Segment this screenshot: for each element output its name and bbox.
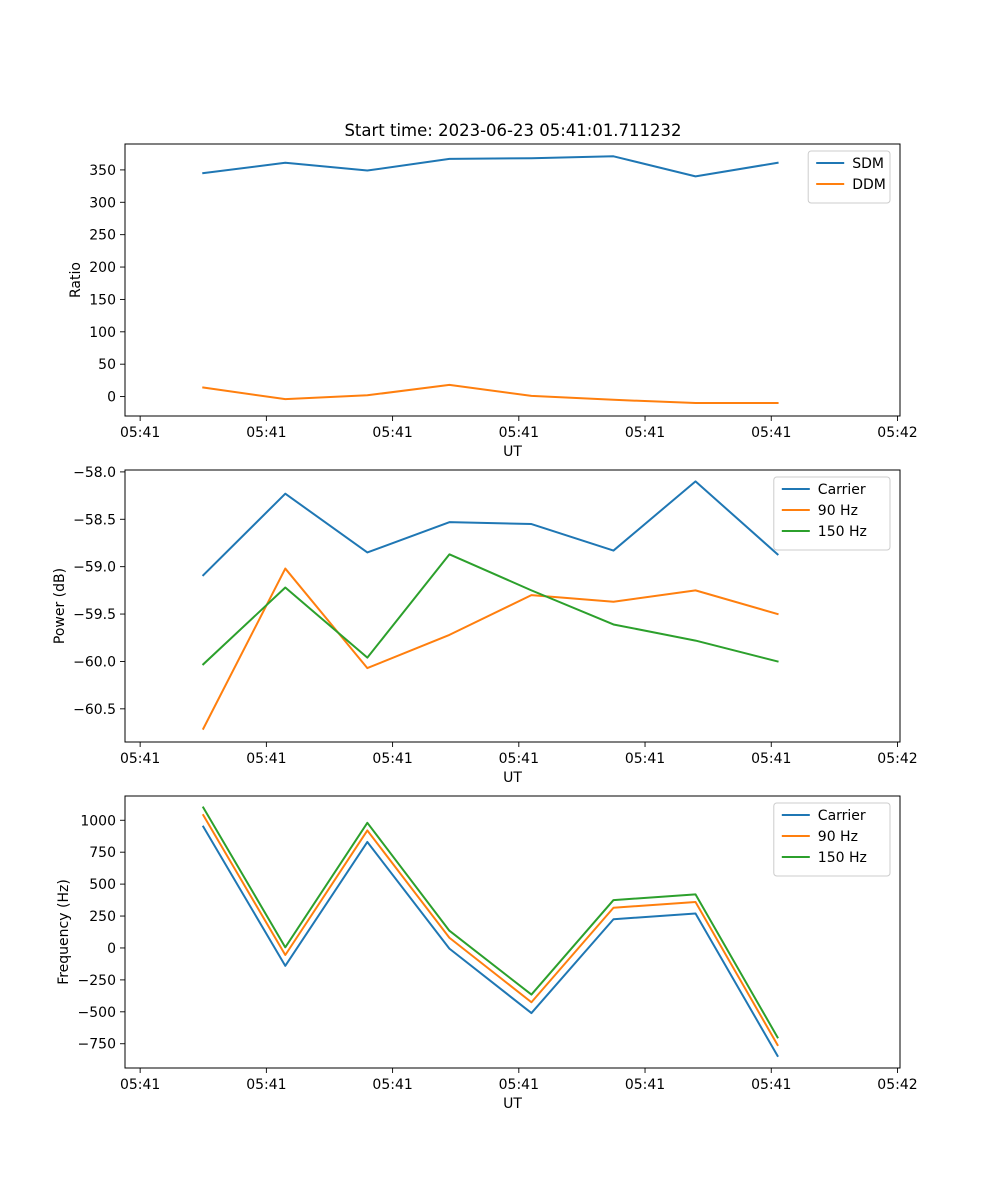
y-tick-label: 100 bbox=[89, 325, 116, 341]
y-tick-label: 0 bbox=[107, 941, 116, 957]
series-line-carrier bbox=[201, 825, 779, 1058]
y-tick-label: 250 bbox=[89, 909, 116, 925]
x-tick-label: 05:41 bbox=[751, 1077, 791, 1093]
x-tick-label: 05:41 bbox=[625, 425, 665, 441]
series-line-ddm bbox=[202, 383, 779, 405]
legend-label-150-hz: 150 Hz bbox=[818, 524, 867, 540]
legend-label-150-hz: 150 Hz bbox=[818, 850, 867, 866]
x-tick-label: 05:41 bbox=[625, 1077, 665, 1093]
y-tick-label: −250 bbox=[78, 973, 116, 989]
axes-frame bbox=[124, 143, 901, 417]
legend-label-sdm: SDM bbox=[852, 156, 884, 172]
x-tick-label: 05:41 bbox=[751, 751, 791, 767]
y-tick-label: 50 bbox=[98, 357, 116, 373]
y-tick-label: −59.0 bbox=[73, 560, 116, 576]
x-tick-label: 05:41 bbox=[499, 425, 539, 441]
y-tick-label: −58.5 bbox=[73, 512, 116, 528]
series-line-90-hz bbox=[201, 567, 779, 731]
chart-title: Start time: 2023-06-23 05:41:01.711232 bbox=[344, 121, 681, 140]
legend-label-carrier: Carrier bbox=[818, 808, 866, 824]
x-tick-label: 05:41 bbox=[120, 751, 160, 767]
legend-label-carrier: Carrier bbox=[818, 482, 866, 498]
y-tick-label: 250 bbox=[89, 228, 116, 244]
y-tick-label: 200 bbox=[89, 260, 116, 276]
x-tick-label: 05:41 bbox=[751, 425, 791, 441]
legend: Carrier 90 Hz 150 Hz bbox=[773, 476, 891, 551]
x-tick-label: 05:42 bbox=[877, 425, 917, 441]
y-tick-label: 1000 bbox=[80, 813, 116, 829]
y-tick-label: 150 bbox=[89, 292, 116, 308]
power-panel: 05:41 05:41 05:41 05:41 05:41 05:41 05:42 −60.5… bbox=[52, 465, 918, 786]
legend-label-ddm: DDM bbox=[852, 177, 886, 193]
x-tick-label: 05:41 bbox=[499, 1077, 539, 1093]
x-tick-label: 05:41 bbox=[120, 1077, 160, 1093]
x-tick-label: 05:41 bbox=[625, 751, 665, 767]
y-tick-label: 350 bbox=[89, 163, 116, 179]
x-tick-label: 05:41 bbox=[372, 1077, 412, 1093]
y-tick-label: 500 bbox=[89, 877, 116, 893]
x-axis-label: UT bbox=[503, 1096, 522, 1112]
y-tick-label: −750 bbox=[78, 1037, 116, 1053]
x-tick-label: 05:42 bbox=[877, 1077, 917, 1093]
series-line-150-hz bbox=[201, 553, 779, 666]
x-axis-label: UT bbox=[503, 770, 522, 786]
legend: SDM DDM bbox=[807, 150, 891, 204]
x-tick-label: 05:41 bbox=[499, 751, 539, 767]
x-tick-label: 05:41 bbox=[246, 1077, 286, 1093]
x-tick-label: 05:41 bbox=[246, 425, 286, 441]
x-tick-label: 05:41 bbox=[372, 751, 412, 767]
series-line-carrier bbox=[201, 480, 779, 577]
x-tick-label: 05:41 bbox=[120, 425, 160, 441]
x-tick-label: 05:41 bbox=[246, 751, 286, 767]
legend-label-90-hz: 90 Hz bbox=[818, 503, 858, 519]
y-tick-label: 750 bbox=[89, 845, 116, 861]
x-tick-label: 05:42 bbox=[877, 751, 917, 767]
y-tick-label: 300 bbox=[89, 195, 116, 211]
y-axis-label: Power (dB) bbox=[52, 568, 68, 644]
series-line-sdm bbox=[202, 155, 779, 178]
axes-frame bbox=[124, 795, 901, 1069]
x-tick-label: 05:41 bbox=[372, 425, 412, 441]
x-axis-label: UT bbox=[503, 444, 522, 460]
ratio-panel: 05:41 05:41 05:41 05:41 05:41 05:41 05:42 0 50 10… bbox=[68, 143, 918, 460]
y-tick-label: −59.5 bbox=[73, 607, 116, 623]
axes-frame bbox=[124, 469, 901, 743]
series-line-90-hz bbox=[201, 813, 779, 1047]
legend-label-90-hz: 90 Hz bbox=[818, 829, 858, 845]
legend: Carrier 90 Hz 150 Hz bbox=[773, 802, 891, 877]
series-line-150-hz bbox=[201, 806, 779, 1039]
y-tick-label: −60.0 bbox=[73, 654, 116, 670]
y-axis-label: Ratio bbox=[68, 262, 84, 298]
y-tick-label: 0 bbox=[107, 390, 116, 406]
y-tick-label: −58.0 bbox=[73, 465, 116, 481]
y-axis-label: Frequency (Hz) bbox=[56, 879, 72, 985]
frequency-panel: 05:41 05:41 05:41 05:41 05:41 05:41 05:42 −750 −… bbox=[56, 795, 918, 1112]
y-tick-label: −60.5 bbox=[73, 702, 116, 718]
y-tick-label: −500 bbox=[78, 1005, 116, 1021]
